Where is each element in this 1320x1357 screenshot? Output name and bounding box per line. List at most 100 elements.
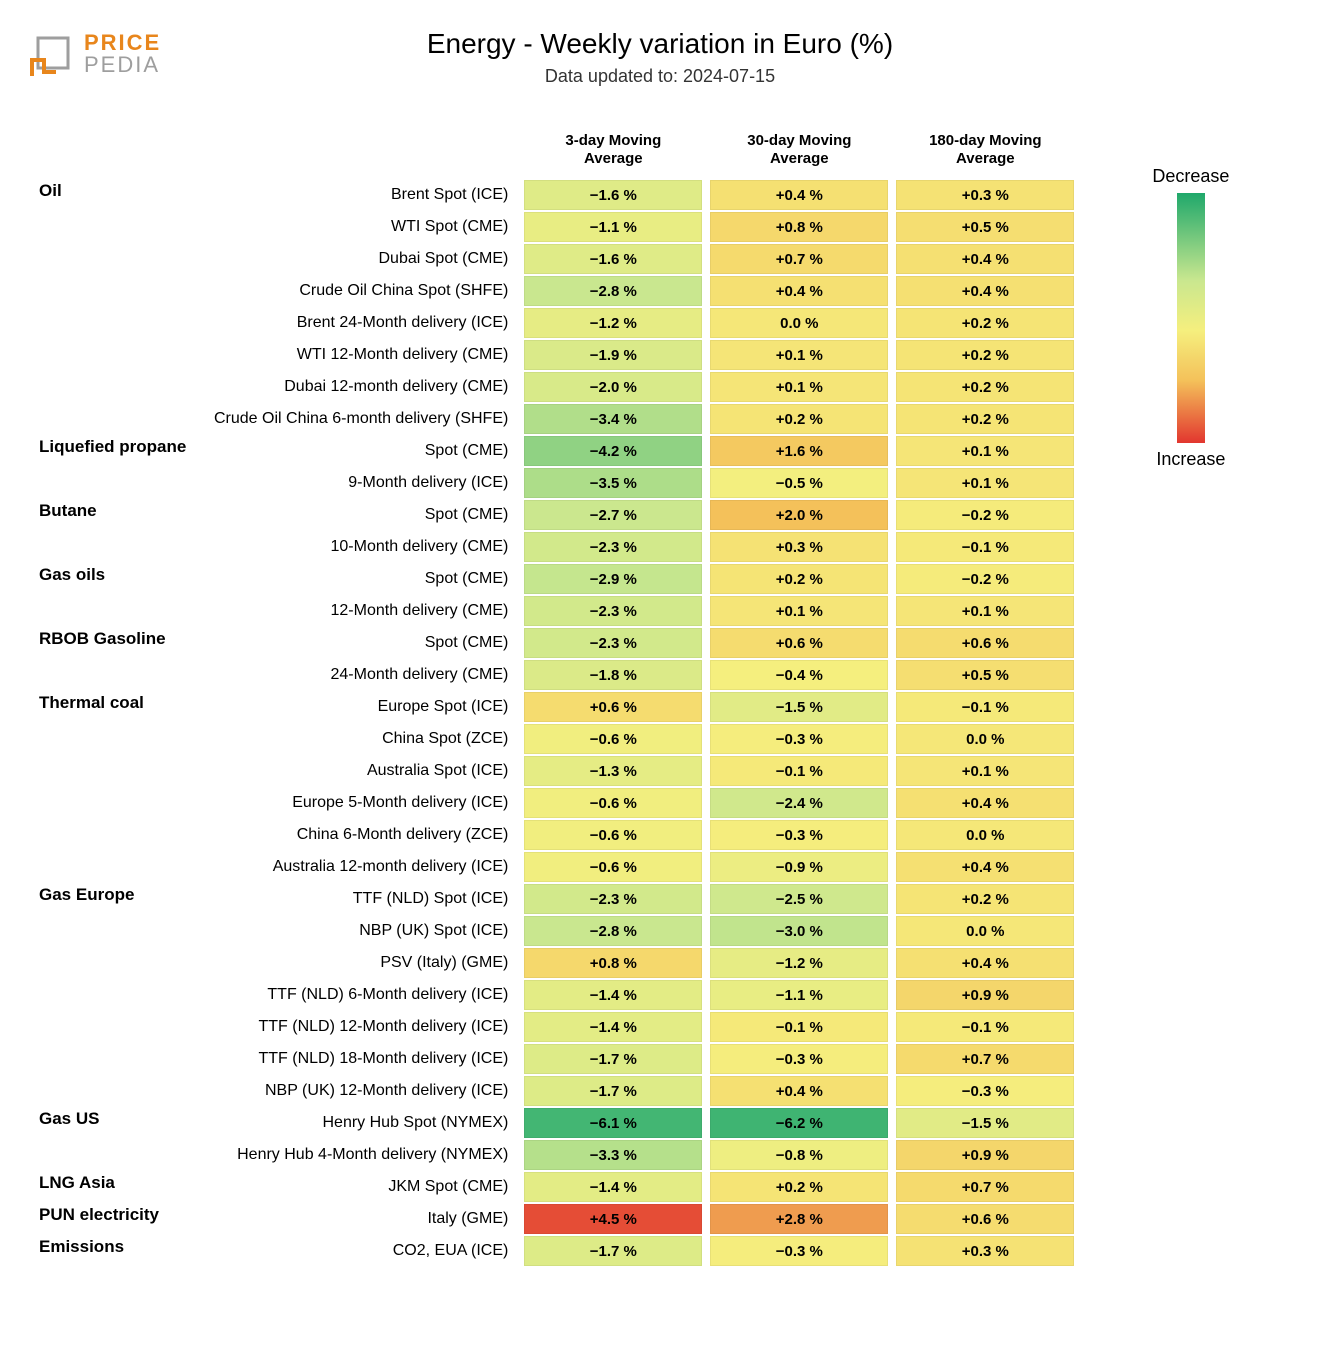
value-cell: −2.3 % [524,628,702,658]
value-cell: −2.0 % [524,372,702,402]
heatmap-table-wrap: 3-day MovingAverage30-day MovingAverage1… [30,130,1082,1268]
value-cell: +2.8 % [710,1204,888,1234]
table-row: 12-Month delivery (CME)−2.3 %+0.1 %+0.1 … [38,596,1074,626]
table-row: Gas Europe TTF (NLD) Spot (ICE) −2.3 % −2.5… [38,884,1074,914]
category-cell [38,1140,205,1170]
row-label: Spot (CME) [213,436,516,466]
row-label: WTI Spot (CME) [213,212,516,242]
value-cell: −2.9 % [524,564,702,594]
value-cell: +0.6 % [896,628,1074,658]
category-cell [38,756,205,786]
value-cell: +0.4 % [896,788,1074,818]
row-label: Spot (CME) [213,564,516,594]
value-cell: +0.5 % [896,660,1074,690]
row-label: TTF (NLD) Spot (ICE) [213,884,516,914]
logo-mark-icon [30,30,78,78]
value-cell: −3.3 % [524,1140,702,1170]
category-cell [38,308,205,338]
value-cell: −2.7 % [524,500,702,530]
value-cell: −2.3 % [524,884,702,914]
value-cell: +0.7 % [710,244,888,274]
logo: PRICE PEDIA [30,30,161,78]
value-cell: +0.6 % [896,1204,1074,1234]
value-cell: −0.4 % [710,660,888,690]
value-cell: +0.4 % [710,1076,888,1106]
category-cell [38,1012,205,1042]
value-cell: −0.3 % [710,1044,888,1074]
value-cell: +0.4 % [710,276,888,306]
value-cell: −0.1 % [896,1012,1074,1042]
row-label: JKM Spot (CME) [213,1172,516,1202]
table-row: ButaneSpot (CME)−2.7 %+2.0 %−0.2 % [38,500,1074,530]
value-cell: −6.1 % [524,1108,702,1138]
value-cell: −0.1 % [896,532,1074,562]
table-row: Dubai 12-month delivery (CME)−2.0 %+0.1 … [38,372,1074,402]
legend: Decrease Increase [1152,160,1229,476]
value-cell: −1.7 % [524,1044,702,1074]
row-label: Henry Hub Spot (NYMEX) [213,1108,516,1138]
category-cell [38,852,205,882]
category-cell: Gas oils [38,564,205,594]
value-cell: +0.5 % [896,212,1074,242]
table-row: China 6-Month delivery (ZCE)−0.6 %−0.3 %… [38,820,1074,850]
value-cell: 0.0 % [896,820,1074,850]
value-cell: −2.4 % [710,788,888,818]
category-cell: Butane [38,500,205,530]
row-label: Brent 24-Month delivery (ICE) [213,308,516,338]
table-row: TTF (NLD) 12-Month delivery (ICE) −1.4 % −… [38,1012,1074,1042]
table-row: Australia 12-month delivery (ICE)−0.6 %−… [38,852,1074,882]
value-cell: −1.1 % [710,980,888,1010]
value-cell: +0.2 % [896,884,1074,914]
row-label: Crude Oil China 6-month delivery (SHFE) [213,404,516,434]
table-row: RBOB GasolineSpot (CME)−2.3 %+0.6 %+0.6 … [38,628,1074,658]
brand-bot: PEDIA [84,54,161,76]
table-row: TTF (NLD) 6-Month delivery (ICE)−1.4 %−1… [38,980,1074,1010]
value-cell: −2.5 % [710,884,888,914]
value-cell: +0.7 % [896,1172,1074,1202]
value-cell: +0.1 % [710,596,888,626]
value-cell: +0.1 % [896,468,1074,498]
logo-text: PRICE PEDIA [84,32,161,76]
value-cell: −1.2 % [710,948,888,978]
row-label: WTI 12-Month delivery (CME) [213,340,516,370]
category-cell [38,372,205,402]
table-row: PSV (Italy) (GME)+0.8 %−1.2 %+0.4 % [38,948,1074,978]
value-cell: −1.7 % [524,1076,702,1106]
category-cell [38,276,205,306]
value-cell: +0.4 % [710,180,888,210]
value-cell: −6.2 % [710,1108,888,1138]
value-cell: +0.2 % [896,340,1074,370]
table-row: Thermal coalEurope Spot (ICE)+0.6 %−1.5 … [38,692,1074,722]
table-row: Brent 24-Month delivery (ICE)−1.2 %0.0 %… [38,308,1074,338]
brand-top: PRICE [84,32,161,54]
row-label: Dubai Spot (CME) [213,244,516,274]
page: PRICE PEDIA Energy - Weekly variation in… [0,0,1320,1308]
value-cell: +0.8 % [524,948,702,978]
legend-top-label: Decrease [1152,166,1229,187]
value-cell: 0.0 % [710,308,888,338]
table-row: 9-Month delivery (ICE)−3.5 %−0.5 %+0.1 % [38,468,1074,498]
value-cell: +0.3 % [896,180,1074,210]
row-label: 12-Month delivery (CME) [213,596,516,626]
table-row: PUN electricityItaly (GME)+4.5 %+2.8 %+0… [38,1204,1074,1234]
value-cell: −1.4 % [524,1012,702,1042]
value-cell: +0.4 % [896,852,1074,882]
value-cell: +0.4 % [896,276,1074,306]
category-cell: Liquefied propane [38,436,205,466]
value-cell: −2.8 % [524,276,702,306]
value-cell: +0.2 % [896,404,1074,434]
value-cell: −2.3 % [524,596,702,626]
row-label: TTF (NLD) 12-Month delivery (ICE) [213,1012,516,1042]
table-header-row: 3-day MovingAverage30-day MovingAverage1… [38,132,1074,178]
category-cell [38,788,205,818]
value-cell: +0.2 % [710,564,888,594]
table-row: Crude Oil China 6-month delivery (SHFE)−… [38,404,1074,434]
value-cell: +4.5 % [524,1204,702,1234]
category-cell: LNG Asia [38,1172,205,1202]
category-cell [38,820,205,850]
row-label: NBP (UK) 12-Month delivery (ICE) [213,1076,516,1106]
category-cell: Gas Europe [38,884,205,914]
category-cell [38,468,205,498]
value-cell: +1.6 % [710,436,888,466]
category-cell [38,340,205,370]
